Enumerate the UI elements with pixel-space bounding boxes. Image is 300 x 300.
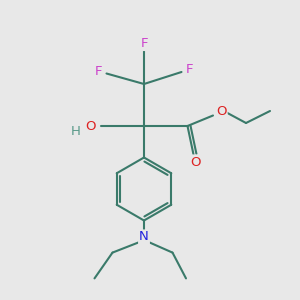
Text: F: F: [140, 37, 148, 50]
Text: O: O: [85, 119, 95, 133]
Text: O: O: [190, 155, 201, 169]
Text: H: H: [71, 125, 80, 138]
Text: F: F: [186, 63, 194, 76]
Text: F: F: [95, 65, 102, 78]
Text: N: N: [139, 230, 149, 244]
Text: O: O: [216, 105, 227, 118]
